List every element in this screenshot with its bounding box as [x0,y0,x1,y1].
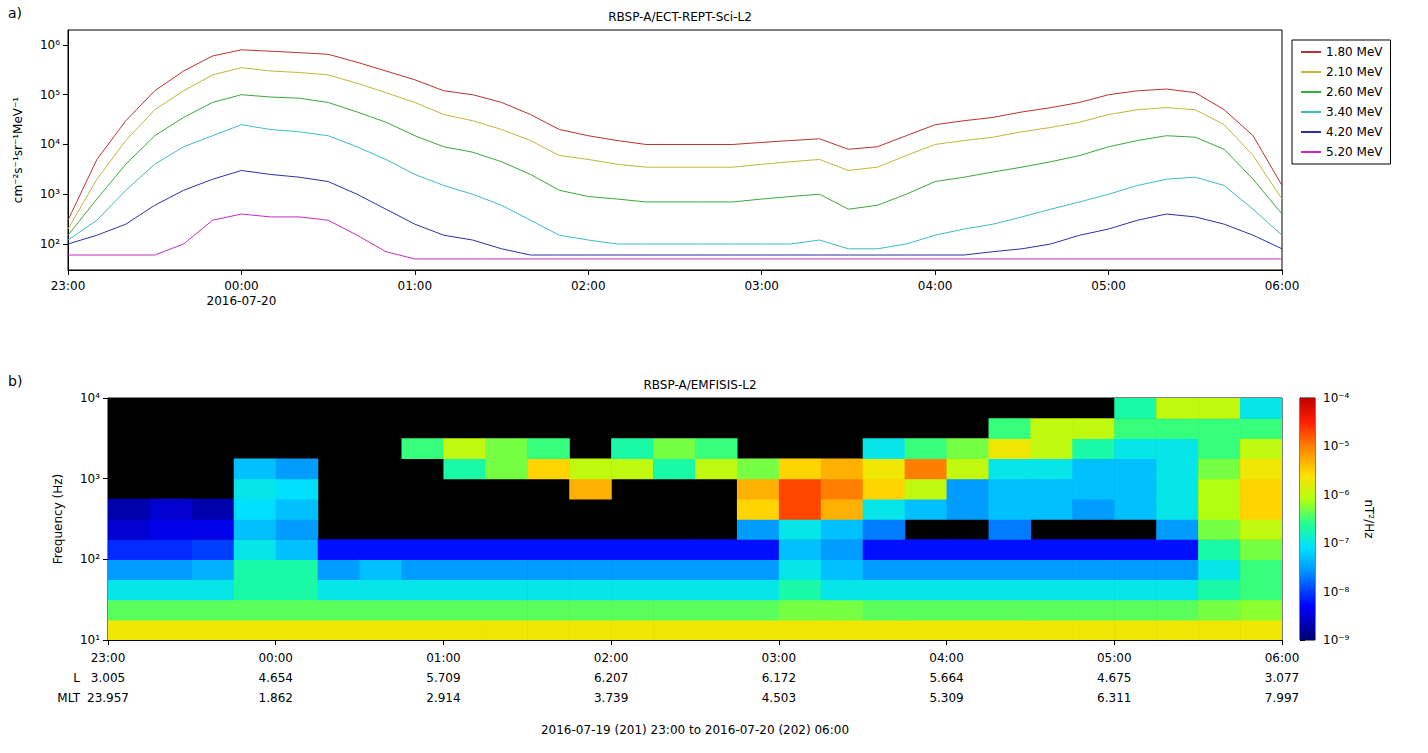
svg-text:02:00: 02:00 [571,279,606,293]
svg-text:1.862: 1.862 [259,691,293,705]
svg-text:2.914: 2.914 [426,691,460,705]
svg-text:04:00: 04:00 [918,279,953,293]
svg-text:2.10 MeV: 2.10 MeV [1326,65,1383,79]
svg-text:02:00: 02:00 [594,651,629,665]
svg-text:23:00: 23:00 [51,279,86,293]
svg-text:10⁶: 10⁶ [40,38,60,52]
svg-text:2.60 MeV: 2.60 MeV [1326,85,1383,99]
svg-text:4.503: 4.503 [762,691,796,705]
svg-text:cm⁻²s⁻¹sr⁻¹MeV⁻¹: cm⁻²s⁻¹sr⁻¹MeV⁻¹ [11,97,25,203]
svg-text:6.207: 6.207 [594,671,628,685]
svg-text:10²: 10² [40,237,60,251]
svg-text:10³: 10³ [80,472,100,486]
svg-text:5.309: 5.309 [929,691,963,705]
svg-text:3.739: 3.739 [594,691,628,705]
svg-text:10⁻⁶: 10⁻⁶ [1323,488,1350,502]
svg-text:5.664: 5.664 [929,671,963,685]
svg-text:10³: 10³ [40,187,60,201]
svg-text:01:00: 01:00 [398,279,433,293]
svg-text:4.20 MeV: 4.20 MeV [1326,125,1383,139]
svg-text:23:00: 23:00 [91,651,126,665]
svg-text:10⁻⁸: 10⁻⁸ [1323,585,1350,599]
svg-text:Frequency (Hz): Frequency (Hz) [51,474,65,565]
svg-text:5.20 MeV: 5.20 MeV [1326,145,1383,159]
svg-text:03:00: 03:00 [762,651,797,665]
svg-text:b): b) [8,373,22,389]
svg-text:6.172: 6.172 [762,671,796,685]
svg-text:RBSP-A/EMFISIS-L2: RBSP-A/EMFISIS-L2 [643,378,756,392]
svg-text:RBSP-A/ECT-REPT-Sci-L2: RBSP-A/ECT-REPT-Sci-L2 [608,10,752,24]
svg-text:03:00: 03:00 [744,279,779,293]
svg-text:nT²/Hz: nT²/Hz [1362,499,1376,538]
svg-text:1.80 MeV: 1.80 MeV [1326,45,1383,59]
svg-text:7.997: 7.997 [1265,691,1299,705]
svg-text:4.654: 4.654 [259,671,293,685]
svg-text:2016-07-19 (201) 23:00 to 2016: 2016-07-19 (201) 23:00 to 2016-07-20 (20… [541,723,849,737]
svg-text:10⁴: 10⁴ [40,137,60,151]
svg-text:10¹: 10¹ [80,633,100,647]
svg-text:L: L [73,671,80,685]
svg-text:05:00: 05:00 [1097,651,1132,665]
svg-text:10⁻⁹: 10⁻⁹ [1323,633,1350,647]
svg-text:10⁴: 10⁴ [80,391,100,405]
svg-text:10⁻⁷: 10⁻⁷ [1323,536,1350,550]
svg-text:2016-07-20: 2016-07-20 [207,294,277,308]
svg-text:06:00: 06:00 [1265,279,1300,293]
svg-text:6.311: 6.311 [1097,691,1131,705]
svg-text:3.40 MeV: 3.40 MeV [1326,105,1383,119]
svg-text:3.005: 3.005 [91,671,125,685]
svg-text:05:00: 05:00 [1091,279,1126,293]
svg-text:10⁻⁵: 10⁻⁵ [1323,439,1350,453]
svg-text:3.077: 3.077 [1265,671,1299,685]
svg-text:a): a) [8,5,22,21]
svg-text:10²: 10² [80,552,100,566]
svg-text:04:00: 04:00 [929,651,964,665]
svg-text:00:00: 00:00 [224,279,259,293]
svg-text:06:00: 06:00 [1265,651,1300,665]
svg-text:MLT: MLT [57,691,80,705]
svg-text:5.709: 5.709 [426,671,460,685]
svg-text:00:00: 00:00 [258,651,293,665]
svg-text:4.675: 4.675 [1097,671,1131,685]
svg-text:23.957: 23.957 [87,691,129,705]
svg-text:01:00: 01:00 [426,651,461,665]
svg-text:10⁻⁴: 10⁻⁴ [1323,391,1350,405]
svg-text:10⁵: 10⁵ [40,88,60,102]
